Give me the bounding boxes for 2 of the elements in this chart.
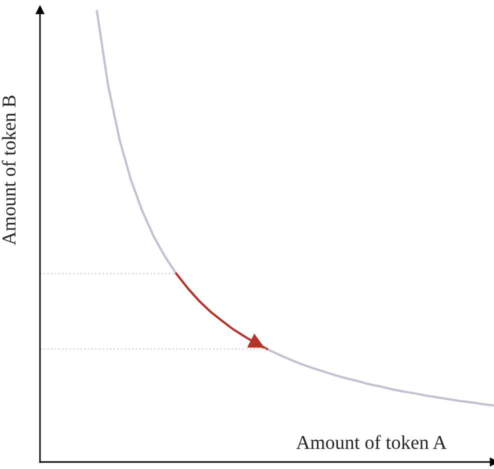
y-axis-title: Amount of token B: [2, 96, 16, 246]
x-axis-title: Amount of token A: [296, 435, 447, 450]
